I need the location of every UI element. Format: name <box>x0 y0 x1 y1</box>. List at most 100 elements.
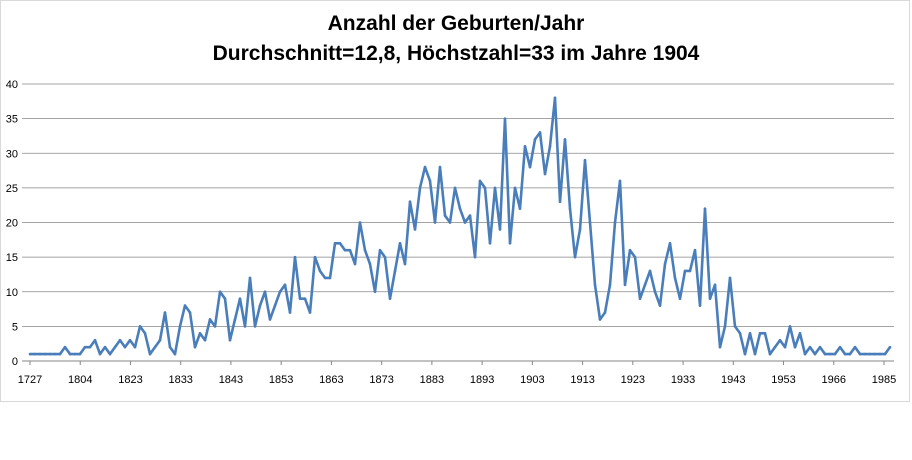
data-point <box>463 221 467 224</box>
x-tick-label: 1833 <box>168 374 192 386</box>
data-point <box>43 352 47 356</box>
data-point <box>668 241 672 245</box>
data-point <box>558 200 562 204</box>
data-point <box>68 352 72 356</box>
data-point <box>473 255 477 259</box>
data-point <box>253 325 257 328</box>
data-point <box>748 332 752 335</box>
x-tick-label: 1823 <box>118 374 142 386</box>
data-point <box>728 276 732 280</box>
y-tick-label: 0 <box>12 356 18 368</box>
data-point <box>243 325 247 328</box>
data-point <box>503 117 507 120</box>
data-point <box>673 276 677 280</box>
data-point <box>523 145 527 148</box>
data-point <box>693 248 697 252</box>
x-tick-label: 1985 <box>872 374 896 386</box>
data-point <box>533 138 537 141</box>
data-point <box>293 255 297 259</box>
data-point <box>403 262 407 266</box>
data-point <box>138 325 142 328</box>
data-point <box>163 311 167 314</box>
x-tick-label: 1966 <box>822 374 846 386</box>
x-tick-label: 1873 <box>369 374 393 386</box>
x-tick-label: 1913 <box>570 374 594 386</box>
data-point <box>433 221 437 224</box>
data-point <box>323 276 327 280</box>
data-point <box>143 332 147 335</box>
data-point <box>808 345 812 349</box>
data-point <box>28 352 32 356</box>
data-point <box>843 352 847 356</box>
data-point <box>398 241 402 245</box>
data-point <box>63 345 67 349</box>
data-point <box>328 276 332 280</box>
data-point <box>93 338 97 342</box>
data-point <box>333 241 337 245</box>
data-point <box>383 255 387 259</box>
data-point <box>413 228 417 231</box>
data-point <box>768 352 772 356</box>
data-point <box>598 318 602 321</box>
data-point <box>663 262 667 266</box>
data-point <box>793 345 797 349</box>
data-point <box>178 325 182 328</box>
data-point <box>653 290 657 294</box>
data-point <box>488 241 492 245</box>
data-point <box>363 248 367 252</box>
data-point <box>833 352 837 356</box>
data-point <box>198 332 202 335</box>
y-tick-label: 40 <box>6 79 18 91</box>
data-point <box>453 186 457 190</box>
data-point <box>343 248 347 252</box>
data-point <box>108 352 112 356</box>
data-point <box>418 186 422 190</box>
data-point <box>438 165 442 169</box>
data-point <box>543 172 547 176</box>
data-point <box>578 228 582 231</box>
x-tick-label: 1727 <box>18 374 42 386</box>
data-point <box>818 345 822 349</box>
data-point <box>603 311 607 314</box>
data-point <box>778 338 782 342</box>
x-tick-label: 1903 <box>520 374 544 386</box>
data-point <box>698 304 702 307</box>
x-tick-label: 1923 <box>621 374 645 386</box>
data-point <box>358 221 362 224</box>
data-point <box>288 311 292 314</box>
data-point <box>733 325 737 328</box>
data-point <box>338 241 342 245</box>
data-point <box>448 221 452 224</box>
data-point <box>788 325 792 328</box>
data-point <box>128 338 132 342</box>
data-point <box>813 352 817 356</box>
data-point <box>98 352 102 356</box>
data-point <box>458 207 462 210</box>
data-point <box>428 179 432 183</box>
data-point <box>828 352 832 356</box>
data-point <box>133 345 137 349</box>
data-point <box>853 345 857 349</box>
data-point <box>48 352 52 356</box>
data-point <box>528 165 532 169</box>
data-point <box>148 352 152 356</box>
data-point <box>318 269 322 273</box>
x-tick-label: 1893 <box>470 374 494 386</box>
data-point <box>498 228 502 231</box>
data-point <box>633 255 637 259</box>
data-point <box>878 352 882 356</box>
data-point <box>73 352 77 356</box>
data-point <box>378 248 382 252</box>
y-tick-label: 25 <box>6 183 18 195</box>
chart-subtitle: Durchschnitt=12,8, Höchstzahl=33 im Jahr… <box>212 42 700 65</box>
data-point <box>83 345 87 349</box>
data-point <box>88 345 92 349</box>
data-point <box>593 283 597 287</box>
y-tick-label: 15 <box>6 252 18 264</box>
data-point <box>478 179 482 183</box>
x-tick-label: 1933 <box>671 374 695 386</box>
data-point <box>553 96 557 100</box>
data-point <box>388 297 392 300</box>
data-point <box>738 332 742 335</box>
data-point <box>838 345 842 349</box>
